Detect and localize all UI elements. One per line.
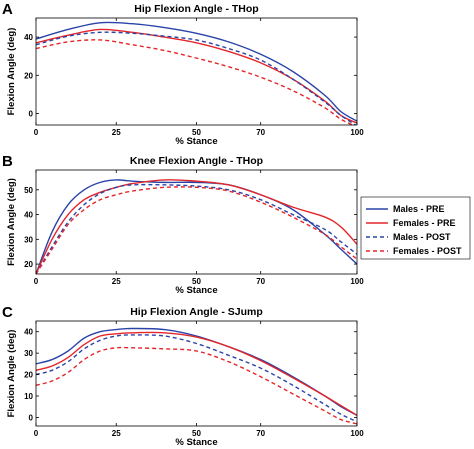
y-tick-label: 20 <box>24 260 33 269</box>
legend-label: Males - PRE <box>393 204 445 214</box>
panel-label: C <box>2 304 13 321</box>
x-tick-label: 100 <box>350 128 364 137</box>
y-tick-label: 40 <box>24 33 33 42</box>
y-tick-label: 40 <box>24 211 33 220</box>
x-tick-label: 70 <box>256 128 265 137</box>
series-line <box>36 183 357 274</box>
series-line <box>36 179 357 274</box>
x-tick-label: 25 <box>112 277 121 286</box>
y-tick-label: 10 <box>24 392 33 401</box>
series-group <box>36 179 357 274</box>
y-tick-label: 30 <box>24 235 33 244</box>
y-tick-label: 50 <box>24 186 33 195</box>
series-group <box>36 327 357 425</box>
x-tick-label: 50 <box>192 429 201 438</box>
series-line <box>36 331 357 416</box>
x-tick-label: 25 <box>112 128 121 137</box>
series-line <box>36 186 357 274</box>
x-tick-label: 70 <box>256 429 265 438</box>
series-line <box>36 346 357 425</box>
series-line <box>36 28 357 124</box>
series-line <box>36 39 355 125</box>
legend-item: Females - POST <box>366 246 462 256</box>
panel-b: B Knee Flexion Angle - THop 0 25 50 70 100 20 30… <box>2 153 364 296</box>
chart-title: Hip Flexion Angle - THop <box>134 3 258 15</box>
panel-c: C Hip Flexion Angle - SJump 0 25 50 70 100 0 10 2… <box>2 304 364 448</box>
y-tick-label: 0 <box>29 110 34 119</box>
series-line <box>36 179 357 274</box>
y-axis-label: Flexion Angle (deg) <box>6 28 17 116</box>
series-group <box>36 21 357 125</box>
x-tick-label: 70 <box>256 277 265 286</box>
y-tick-label: 40 <box>24 328 33 337</box>
y-tick-label: 20 <box>24 371 33 380</box>
x-tick-label: 100 <box>350 429 364 438</box>
y-tick-label: 0 <box>29 413 34 422</box>
chart-title: Hip Flexion Angle - SJump <box>130 306 263 318</box>
x-tick-label: 50 <box>192 277 201 286</box>
y-axis-label: Flexion Angle (deg) <box>6 330 17 418</box>
panel-label: B <box>2 153 13 170</box>
series-line <box>36 334 357 423</box>
panel-a: A Hip Flexion Angle - THop 0 25 50 70 100 0 20 40… <box>2 1 364 147</box>
series-line <box>36 31 357 125</box>
chart-title: Knee Flexion Angle - THop <box>130 155 263 167</box>
panel-label: A <box>2 1 13 18</box>
legend-item: Males - POST <box>366 232 451 242</box>
x-tick-label: 25 <box>112 429 121 438</box>
y-axis-label: Flexion Angle (deg) <box>6 178 17 266</box>
legend-label: Males - POST <box>393 232 451 242</box>
legend-label: Females - POST <box>393 246 462 256</box>
legend: Males - PRE Females - PRE Males - POST Fema… <box>360 196 471 260</box>
x-tick-label: 0 <box>34 277 39 286</box>
legend-item: Females - PRE <box>366 218 456 228</box>
x-tick-label: 100 <box>350 277 364 286</box>
series-line <box>36 21 357 122</box>
x-axis-label: % Stance <box>175 437 217 448</box>
x-axis-label: % Stance <box>175 285 217 296</box>
y-tick-label: 20 <box>24 71 33 80</box>
legend-box <box>360 196 471 260</box>
legend-item: Males - PRE <box>366 204 445 214</box>
x-axis-label: % Stance <box>175 136 217 147</box>
x-tick-label: 0 <box>34 429 39 438</box>
y-tick-label: 30 <box>24 349 33 358</box>
x-tick-label: 50 <box>192 128 201 137</box>
x-tick-label: 0 <box>34 128 39 137</box>
legend-label: Females - PRE <box>393 218 456 228</box>
